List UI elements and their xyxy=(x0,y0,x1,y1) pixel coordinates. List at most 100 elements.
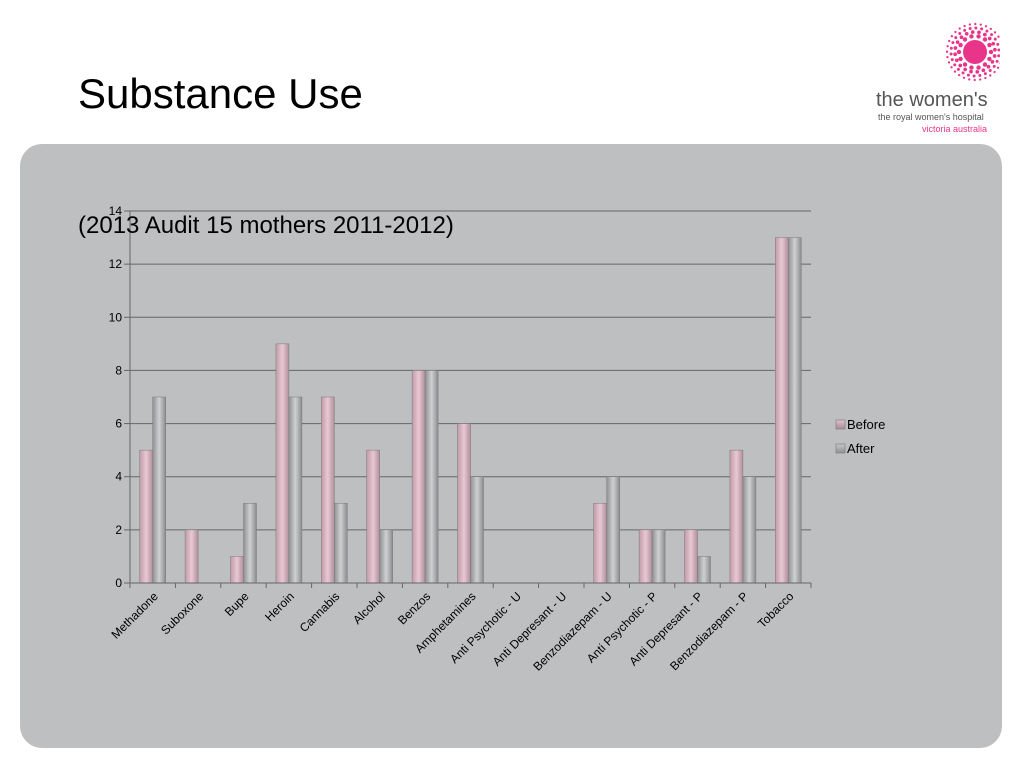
logo-dot xyxy=(946,45,949,48)
logo-dot xyxy=(948,39,951,43)
bar-before xyxy=(729,449,744,584)
logo-dot xyxy=(978,74,982,78)
logo-dot xyxy=(963,28,967,32)
legend-swatch-after xyxy=(835,443,846,454)
bar-after xyxy=(379,529,393,584)
logo-dot xyxy=(990,33,994,37)
logo-dot xyxy=(945,50,949,53)
bar-after xyxy=(651,529,666,584)
logo-dot xyxy=(953,52,957,57)
logo-dot xyxy=(995,59,999,63)
logo-dot xyxy=(958,73,961,77)
y-tick-label: 2 xyxy=(115,523,122,537)
logo-dot xyxy=(966,73,970,77)
bar-before xyxy=(230,556,244,584)
logo-dot xyxy=(949,46,953,50)
logo-dot xyxy=(989,74,992,77)
chart-subtitle: (2013 Audit 15 mothers 2011-2012) xyxy=(78,212,454,239)
logo-line-3: victoria australia xyxy=(922,124,987,134)
bar-before xyxy=(321,396,335,584)
legend-label-after: After xyxy=(847,441,875,456)
logo-dot xyxy=(958,27,961,30)
bar-after xyxy=(470,476,484,584)
logo-dot xyxy=(974,22,977,26)
logo-dot xyxy=(993,37,997,41)
bar-before xyxy=(593,503,607,584)
logo-dot xyxy=(968,23,971,26)
logo-dot xyxy=(990,59,995,64)
bar-before xyxy=(139,449,153,584)
logo-dot xyxy=(953,63,957,67)
logo-dot xyxy=(953,46,958,50)
logo-dot xyxy=(986,64,991,69)
x-tick-label: Heroin xyxy=(262,589,297,624)
logo-dot xyxy=(970,30,975,34)
logo-dot xyxy=(988,49,994,55)
logo-dot xyxy=(950,66,953,69)
legend-label-before: Before xyxy=(847,417,885,432)
logo-dot xyxy=(961,71,965,75)
logo-dot xyxy=(992,54,997,58)
bar-before xyxy=(684,529,698,584)
y-tick-label: 8 xyxy=(115,363,122,377)
logo-dot xyxy=(969,65,974,70)
logo-dot xyxy=(982,62,988,67)
logo-dot xyxy=(953,70,957,73)
logo-dot xyxy=(950,58,954,62)
logo-dot xyxy=(955,40,960,45)
logo-dot xyxy=(958,42,963,48)
logo-dot xyxy=(991,41,996,46)
flower-logo-icon xyxy=(945,22,1000,82)
logo-dot xyxy=(958,63,963,68)
bar-before xyxy=(638,529,653,584)
logo-center-dot xyxy=(963,40,987,64)
logo-dot xyxy=(954,36,958,40)
x-tick-label: Tobacco xyxy=(755,589,797,631)
bar-before xyxy=(184,529,199,584)
bar-before xyxy=(411,370,426,584)
logo-dot xyxy=(980,27,984,31)
logo-dot xyxy=(958,56,963,62)
logo-dot xyxy=(962,37,968,42)
bar-after xyxy=(606,476,620,584)
logo-dot xyxy=(963,24,966,28)
logo-dot xyxy=(947,61,951,64)
logo-dot xyxy=(987,42,992,48)
logo-dot xyxy=(968,78,971,81)
logo-dot xyxy=(997,54,1000,58)
y-tick-label: 10 xyxy=(109,310,123,324)
logo-line-2: the royal women's hospital xyxy=(878,112,984,122)
logo-dot xyxy=(958,31,962,35)
slide-title: Substance Use xyxy=(78,70,363,117)
x-tick-label: Alcohol xyxy=(350,589,388,627)
y-tick-label: 4 xyxy=(115,470,122,484)
logo-dot xyxy=(976,65,981,70)
logo-dot xyxy=(969,34,974,39)
bar-before xyxy=(366,449,380,584)
logo-dot xyxy=(984,76,987,80)
logo-dot xyxy=(982,37,988,42)
logo-dot xyxy=(973,78,976,82)
bar-after xyxy=(152,396,166,584)
logo-dot xyxy=(974,26,978,30)
logo-dot xyxy=(992,64,996,68)
logo-dot xyxy=(997,48,1000,52)
bar-after xyxy=(424,370,439,584)
bar-after xyxy=(742,476,757,584)
bar-after xyxy=(334,503,348,584)
bar-after xyxy=(243,503,257,584)
logo-dot xyxy=(985,29,989,33)
logo-dot xyxy=(954,30,957,34)
logo-dot xyxy=(977,30,981,35)
logo-dot xyxy=(962,62,968,67)
logo-dot xyxy=(975,70,980,74)
legend-swatch-before xyxy=(835,419,846,430)
bar-before xyxy=(275,343,290,584)
logo-dot xyxy=(956,49,962,55)
logo-dot xyxy=(968,26,972,30)
x-tick-label: Benzodiazepam - P xyxy=(667,589,751,673)
logo-dot xyxy=(984,25,988,28)
logo-dot xyxy=(981,68,986,73)
logo-dot xyxy=(983,72,987,76)
